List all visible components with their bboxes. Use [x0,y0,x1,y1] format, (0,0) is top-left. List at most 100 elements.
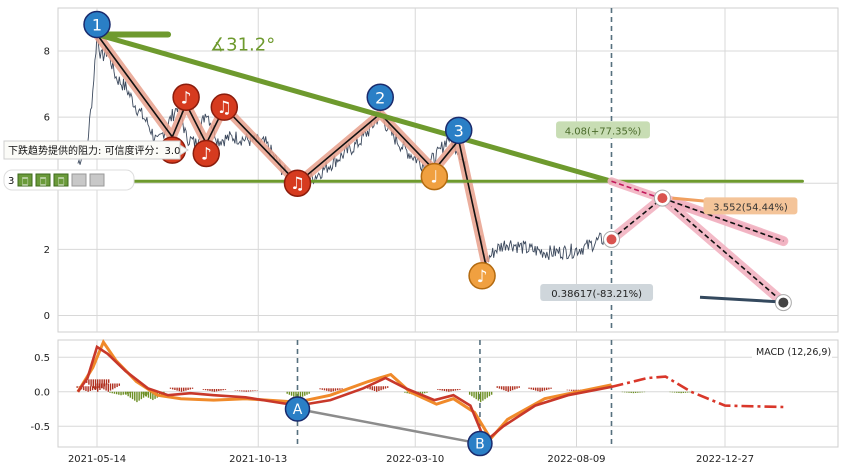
macd-legend-box [752,343,832,359]
macd-histogram-bar [172,387,174,390]
macd-tick-label: 0.0 [34,387,50,398]
macd-histogram-bar [477,391,480,401]
macd-histogram-bar [98,383,101,388]
macd-histogram-bar [454,389,457,391]
macd-histogram-bar [149,391,152,399]
macd-histogram-bar [373,386,376,391]
macd-histogram-bar [218,389,220,391]
wave-marker-circle [283,169,312,197]
macd-histogram-bar [87,386,89,392]
macd-histogram-bar [245,390,247,392]
macd-histogram-bar [122,391,124,395]
wave-marker-label: ♪ [477,267,488,287]
macd-histogram-bar [490,391,493,395]
macd-histogram-bar [83,386,85,391]
macd-histogram-bar [630,391,632,393]
macd-legend: MACD (12,26,9) [756,347,831,358]
macd-histogram-bar [421,391,424,394]
macd-histogram-bar [308,391,310,394]
macd-histogram-bar [96,386,98,389]
macd-histogram-bar [498,386,501,389]
macd-histogram-bar [145,391,147,397]
wave-path [96,33,487,263]
macd-histogram-bar [505,386,507,391]
date-tick-label: 2021-10-13 [229,454,287,465]
macd-histogram-bar [101,383,103,389]
macd-histogram-bar [443,389,446,391]
macd-histogram-bar [191,387,194,389]
macd-histogram-bar [566,389,568,391]
macd-histogram-bar [371,386,373,391]
rating-star-glyph: 🀆 [40,177,47,186]
callout-box [540,283,654,301]
macd-histogram-bar [456,389,459,391]
rating-star [53,173,69,187]
macd-histogram-bar [92,379,94,389]
macd-histogram-bar [252,390,254,392]
macd-histogram-bar [215,389,218,392]
macd-histogram-bar [131,391,134,400]
macd-histogram-bar [437,389,439,390]
macd-histogram-bar [330,388,332,392]
macd-histogram-bar [138,391,140,401]
macd-histogram-bar [682,391,685,393]
macd-histogram-bar [341,388,343,390]
macd-histogram-bar [140,391,143,400]
macd-histogram-bar [111,391,113,394]
wave-marker-label: ♫ [290,174,305,194]
macd-histogram-bar [76,386,78,388]
macd-histogram-bar [426,391,428,393]
wave-marker-circle [444,116,473,145]
rating-star [89,173,105,187]
macd-histogram-bar [185,387,187,391]
macd-histogram-bar [325,388,328,391]
divergence-line [297,407,481,445]
macd-histogram-bar [509,386,512,391]
macd-histogram-bar [304,391,306,396]
macd-histogram-bar [243,390,245,392]
macd-histogram-bar [641,391,643,393]
macd-histogram-bar [120,391,122,396]
projection-point [606,234,617,245]
macd-histogram-bar [541,387,543,392]
macd-histogram-bar [375,386,378,392]
wave-marker-label: 1 [92,16,102,35]
macd-histogram-bar [118,391,120,395]
macd-histogram-bar [632,391,635,394]
rating-star [71,173,87,187]
date-tick-label: 2021-05-14 [68,454,126,465]
macd-histogram-bar [534,387,537,391]
macd-histogram-bar [178,387,181,392]
macd-histogram-bar [380,386,382,391]
macd-histogram-bar [202,389,205,390]
macd-histogram-bar [319,388,321,390]
angle-label: ∡31.2° [210,34,275,55]
macd-histogram-bar [623,391,626,393]
macd-histogram-bar [222,389,224,391]
macd-histogram-bar [441,389,443,391]
macd-histogram-bar [143,391,145,396]
macd-histogram-bar [530,387,532,390]
macd-histogram-bar [115,391,118,395]
macd-histogram-bar [187,387,189,390]
macd-histogram-bar [626,391,628,393]
macd-histogram-bar [507,386,509,392]
macd-histogram-bar [290,391,293,396]
macd-histogram-bar [238,390,241,392]
macd-histogram-bar [323,388,326,391]
macd-tick-label: 0.5 [34,353,50,364]
projection-point [778,297,789,308]
macd-histogram-bar [204,389,207,391]
macd-histogram-bar [176,387,178,391]
macd-histogram-bar [288,391,291,395]
macd-histogram-bar [334,388,337,391]
macd-histogram-bar [637,391,639,393]
macd-histogram-bar [475,391,477,400]
macd-histogram-bar [545,387,548,390]
macd-histogram-bar [386,386,389,388]
projection-line [610,197,663,241]
macd-histogram-bar [676,391,678,393]
macd-histogram-bar [450,389,452,392]
macd-histogram-bar [91,386,94,391]
